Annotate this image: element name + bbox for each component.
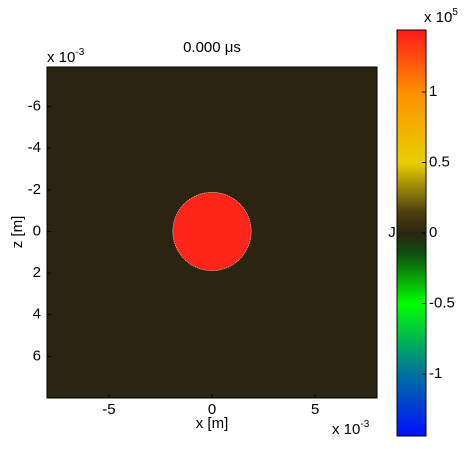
- y-tick-label: 6: [33, 347, 41, 364]
- y-axis-label: z [m]: [9, 216, 26, 249]
- x-multiplier-power: -3: [360, 419, 369, 430]
- colorbar-label: J: [388, 224, 396, 241]
- y-tick-label: 2: [33, 264, 41, 281]
- y-tick-label: -4: [28, 139, 41, 156]
- y-tick-label: 4: [33, 306, 41, 323]
- y-multiplier-power: -3: [75, 47, 84, 58]
- chart-title: 0.000 μs: [183, 39, 241, 56]
- y-multiplier: x 10-3: [47, 47, 85, 66]
- x-multiplier: x 10-3: [332, 419, 370, 438]
- x-tick-label: 0: [208, 401, 216, 418]
- x-tick-label: -5: [102, 401, 115, 418]
- y-tick-label: -6: [28, 98, 41, 115]
- x-multiplier-base: x 10: [332, 421, 360, 438]
- colorbar-multiplier: x 105: [424, 7, 458, 26]
- colorbar-tick-label: -0.5: [429, 294, 455, 311]
- colorbar: [396, 29, 427, 437]
- colorbar-tick-label: 0: [429, 224, 437, 241]
- y-tick-label: -2: [28, 181, 41, 198]
- colorbar-tick-label: 1: [429, 83, 437, 100]
- field-region: [172, 191, 252, 271]
- colorbar-multiplier-base: x 10: [424, 9, 452, 26]
- colorbar-tick-label: -1: [429, 365, 442, 382]
- colorbar-multiplier-power: 5: [452, 7, 458, 18]
- colorbar-tick-label: 0.5: [429, 153, 450, 170]
- x-axis-label: x [m]: [196, 415, 229, 432]
- y-multiplier-base: x 10: [47, 49, 75, 66]
- x-tick-label: 5: [311, 401, 319, 418]
- y-tick-label: 0: [33, 222, 41, 239]
